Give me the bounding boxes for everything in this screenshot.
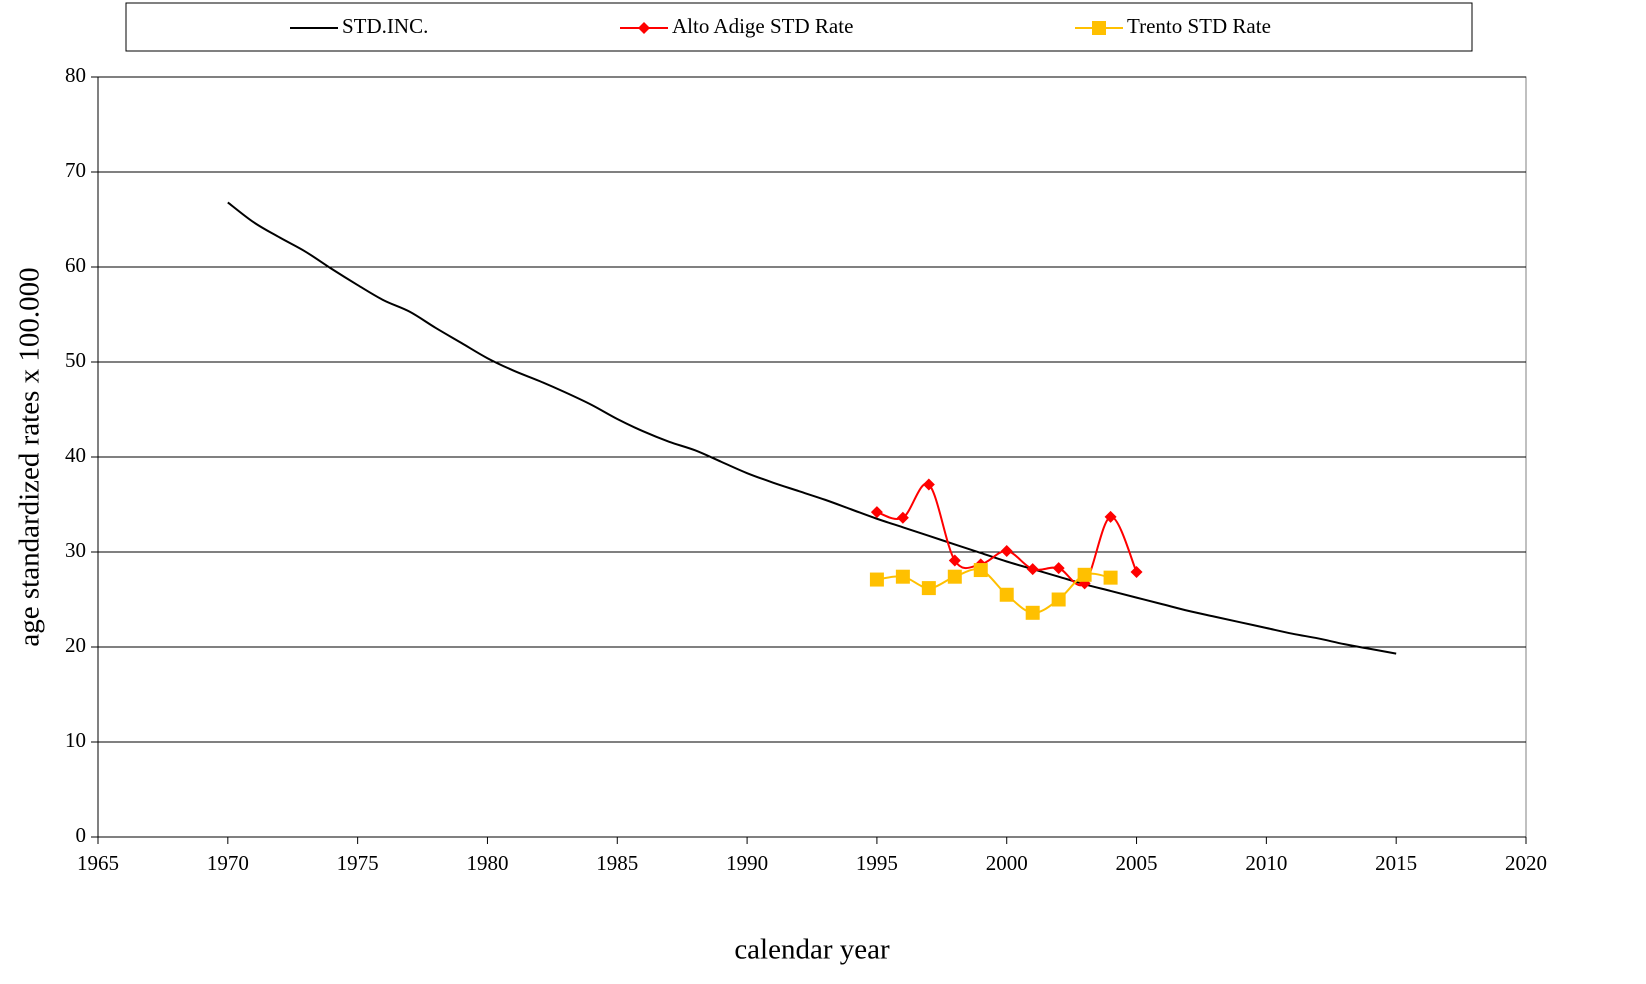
marker [1052, 562, 1065, 575]
marker [1000, 545, 1013, 558]
marker [922, 478, 935, 491]
marker [973, 563, 988, 578]
marker [1026, 563, 1039, 576]
marker [1104, 510, 1117, 523]
y-tick-label: 40 [65, 443, 86, 467]
series-line [876, 568, 1111, 614]
y-tick-label: 80 [65, 63, 86, 87]
legend-label: Alto Adige STD Rate [672, 14, 853, 38]
y-tick-label: 20 [65, 633, 86, 657]
y-tick-label: 30 [65, 538, 86, 562]
x-tick-label: 1990 [726, 851, 768, 875]
y-tick-label: 70 [65, 158, 86, 182]
legend-box [125, 2, 1473, 52]
x-tick-label: 1970 [207, 851, 249, 875]
series-line [876, 482, 1138, 587]
marker [921, 581, 936, 596]
y-tick-label: 10 [65, 728, 86, 752]
marker [1103, 570, 1118, 585]
marker [948, 554, 961, 567]
x-tick-label: 2010 [1245, 851, 1287, 875]
y-tick-label: 50 [65, 348, 86, 372]
y-tick-label: 60 [65, 253, 86, 277]
marker [870, 506, 883, 519]
legend-label: Trento STD Rate [1127, 14, 1271, 38]
marker [1051, 592, 1066, 607]
y-axis-label: age standardized rates x 100.000 [14, 267, 46, 646]
marker [1025, 605, 1040, 620]
x-tick-label: 1975 [337, 851, 379, 875]
marker [896, 511, 909, 524]
y-tick-label: 0 [76, 823, 87, 847]
x-tick-label: 1995 [856, 851, 898, 875]
marker [638, 22, 650, 34]
x-axis-label: calendar year [734, 934, 890, 966]
x-tick-label: 2015 [1375, 851, 1417, 875]
marker [947, 569, 962, 584]
marker [1092, 21, 1106, 35]
marker [1077, 567, 1092, 582]
x-tick-label: 1985 [596, 851, 638, 875]
series-line [227, 201, 1397, 655]
marker [999, 587, 1014, 602]
marker [869, 572, 884, 587]
x-tick-label: 2005 [1116, 851, 1158, 875]
x-tick-label: 1965 [77, 851, 119, 875]
x-tick-label: 2000 [986, 851, 1028, 875]
legend-label: STD.INC. [342, 14, 428, 38]
marker [1130, 565, 1143, 578]
x-tick-label: 2020 [1505, 851, 1547, 875]
x-tick-label: 1980 [466, 851, 508, 875]
marker [895, 569, 910, 584]
